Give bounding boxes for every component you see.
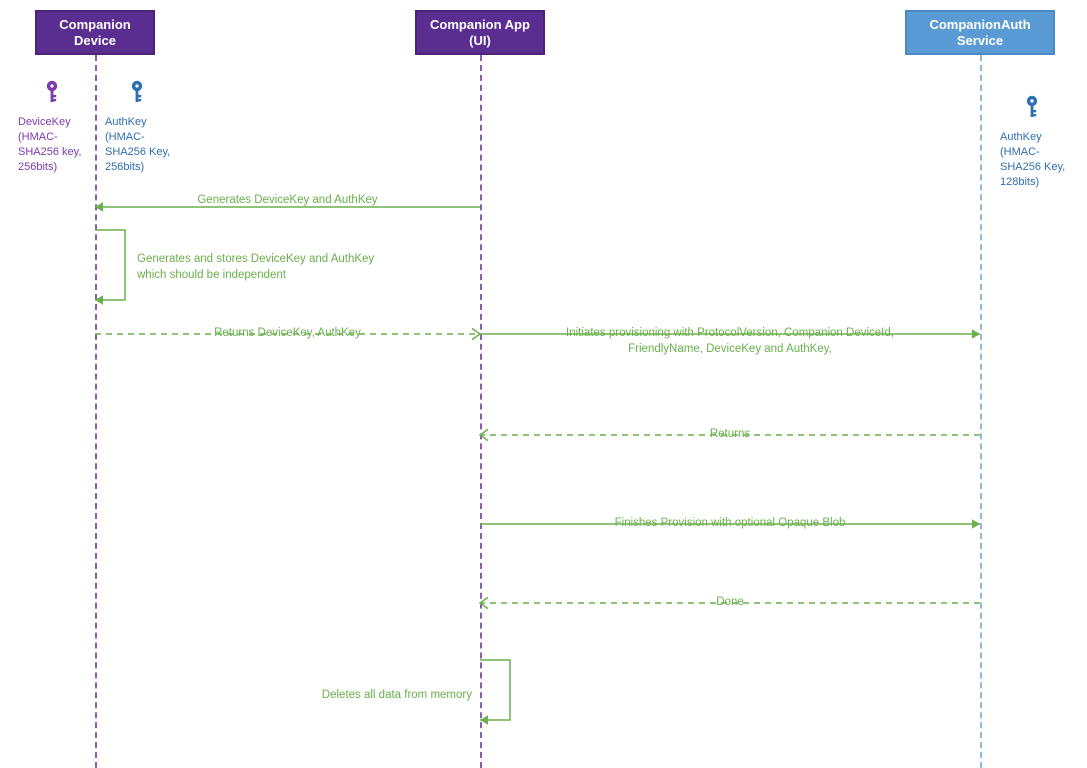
participant-device: Companion Device [35,10,155,55]
key-icon [1020,95,1044,119]
lifeline-device [95,55,97,768]
participant-device-title: Companion Device [43,17,147,48]
msg-done: Done [490,595,970,611]
sequence-diagram: Companion Device Companion App (UI) Comp… [0,0,1087,768]
msg-returns: Returns [490,427,970,443]
auth-key-device-label: AuthKey (HMAC- SHA256 Key, 256bits) [105,115,170,174]
participant-app-title: Companion App (UI) [423,17,537,48]
key-icon [125,80,149,104]
auth-key-service-label: AuthKey (HMAC- SHA256 Key, 128bits) [1000,130,1065,189]
msg-generates-keys: Generates DeviceKey and AuthKey [105,193,470,209]
msg-finishes-provision: Finishes Provision with optional Opaque … [490,516,970,532]
device-key-label: DeviceKey (HMAC- SHA256 key, 256bits) [18,115,81,174]
note-generates-stores: Generates and stores DeviceKey and AuthK… [137,252,374,283]
participant-service: CompanionAuth Service [905,10,1055,55]
key-icon [40,80,64,104]
participant-app: Companion App (UI) [415,10,545,55]
lifeline-app [480,55,482,768]
msg-returns-keys: Returns DeviceKey, AuthKey [105,326,470,342]
msg-initiates-provisioning: Initiates provisioning with ProtocolVers… [490,326,970,357]
note-deletes-data: Deletes all data from memory [322,688,472,704]
lifeline-service [980,55,982,768]
participant-service-title: CompanionAuth Service [913,17,1047,48]
